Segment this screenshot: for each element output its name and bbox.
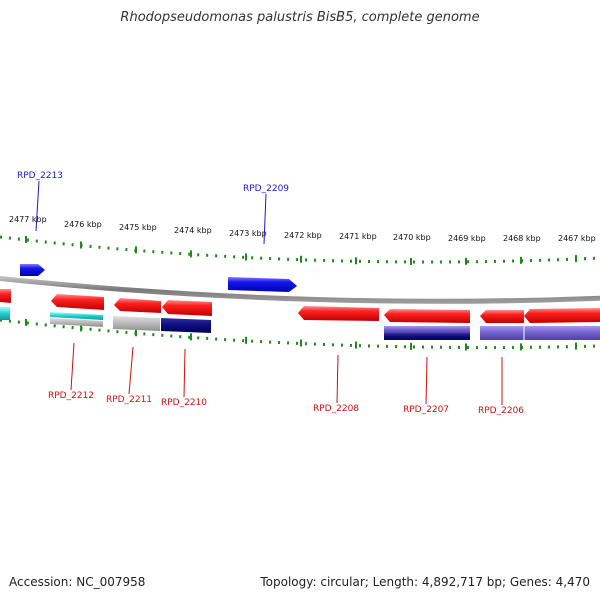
gene-label-rpd-2213[interactable]: RPD_2213 [17,171,63,181]
leader-line-rpd-2212 [70,342,75,391]
feature-bar-purple-2206 [480,326,600,340]
ruler-label: 2467 kbp [558,234,596,243]
feature-bar-cyan-left [0,307,10,320]
ruler-label: 2472 kbp [284,231,322,240]
gene-arrow-right-partial[interactable] [524,308,600,323]
ruler-label: 2469 kbp [448,234,486,243]
feature-bar-navy-2207 [384,333,470,340]
feature-bar-gray-small [50,318,103,327]
ruler-label: 2471 kbp [339,232,377,241]
gene-arrow-rpd-2213[interactable] [20,264,45,276]
gene-label-rpd-2208[interactable]: RPD_2208 [313,404,359,414]
ruler-label: 2476 kbp [64,220,102,229]
gene-label-rpd-2211[interactable]: RPD_2211 [106,395,152,405]
feature-bar-navy [161,318,211,333]
leader-line-rpd-2208 [336,354,339,404]
accession-text: Accession: NC_007958 [9,575,146,589]
major-ticks [25,235,577,351]
gene-arrow-rpd-2211[interactable] [114,298,161,313]
ruler-label: 2473 kbp [229,229,267,238]
genome-backbone [0,275,600,304]
ruler-label: 2475 kbp [119,223,157,232]
gene-arrow-rpd-2210[interactable] [162,300,212,316]
map-title: Rhodopseudomonas palustris BisB5, comple… [120,10,480,25]
ruler-label: 2477 kbp [9,215,47,224]
ruler-label: 2468 kbp [503,234,541,243]
gene-arrow-rpd-2212[interactable] [51,294,104,310]
gene-label-rpd-2212[interactable]: RPD_2212 [48,391,94,401]
gene-label-rpd-2207[interactable]: RPD_2207 [403,405,449,415]
ruler-labels: 2477 kbp 2476 kbp 2475 kbp 2474 kbp 2473… [9,215,596,243]
genome-summary-text: Topology: circular; Length: 4,892,717 bp… [260,575,590,589]
ruler-label: 2470 kbp [393,233,431,242]
leader-line-rpd-2207 [425,356,428,405]
gene-arrow-partial-left[interactable] [0,289,11,303]
feature-bar-gray [113,316,160,331]
gene-label-rpd-2206[interactable]: RPD_2206 [478,406,524,416]
leader-line-rpd-2209 [263,193,267,245]
gene-arrow-rpd-2209[interactable] [228,277,297,292]
gene-label-rpd-2209[interactable]: RPD_2209 [243,184,289,194]
gene-arrow-rpd-2206[interactable] [480,310,524,323]
ruler-label: 2474 kbp [174,226,212,235]
gene-arrow-rpd-2207[interactable] [384,309,470,323]
feature-bar-purple-2207 [384,326,470,333]
leader-line-rpd-2210 [183,348,186,398]
leader-line-rpd-2211 [128,346,134,395]
gene-arrow-rpd-2208[interactable] [298,306,379,321]
gene-label-rpd-2210[interactable]: RPD_2210 [161,398,207,408]
feature-bar-cyan [50,312,103,320]
leader-line-rpd-2213 [35,180,40,232]
